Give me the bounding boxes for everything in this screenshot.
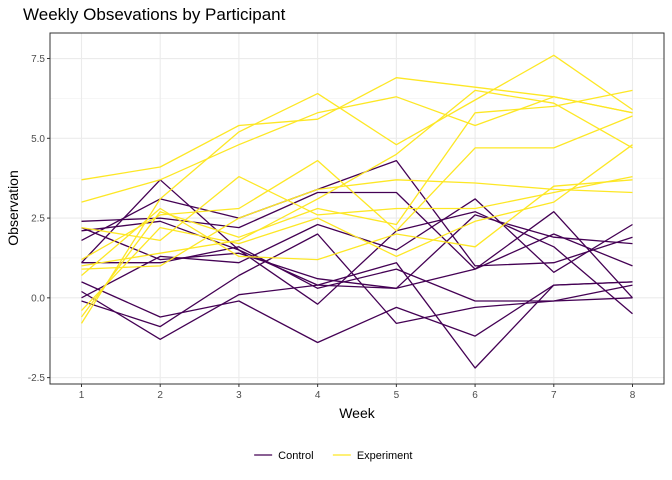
x-tick-label: 6 xyxy=(472,390,478,401)
y-tick-label: 7.5 xyxy=(31,54,45,65)
y-tick-label: -2.5 xyxy=(28,373,46,384)
series-line-control xyxy=(81,262,633,369)
series-line-control xyxy=(81,281,633,344)
chart-title: Weekly Obsevations by Participant xyxy=(23,5,286,24)
series-line-experiment xyxy=(81,144,633,312)
y-axis-title: Observation xyxy=(5,170,21,245)
y-tick-label: 0.0 xyxy=(31,293,45,304)
legend-label-experiment: Experiment xyxy=(357,450,413,462)
x-tick-label: 8 xyxy=(630,390,636,401)
x-tick-label: 5 xyxy=(394,390,400,401)
series-line-experiment xyxy=(81,89,633,267)
series-line-experiment xyxy=(81,77,633,181)
plot-border xyxy=(49,32,665,385)
y-tick-label: 2.5 xyxy=(31,214,45,225)
series-line-control xyxy=(81,220,633,289)
x-tick-label: 1 xyxy=(79,390,85,401)
x-tick-label: 2 xyxy=(157,390,163,401)
x-axis-title: Week xyxy=(339,405,376,421)
x-tick-label: 4 xyxy=(315,390,321,401)
series-line-control xyxy=(81,179,633,315)
series-line-experiment xyxy=(81,179,633,270)
series-line-experiment xyxy=(81,115,633,261)
series-line-control xyxy=(81,191,633,299)
x-tick-label: 7 xyxy=(551,390,557,401)
series-line-experiment xyxy=(80,89,633,318)
series-line-control xyxy=(81,159,633,267)
series-line-control xyxy=(81,246,633,302)
series-line-experiment xyxy=(80,54,633,324)
legend-label-control: Control xyxy=(278,450,313,462)
x-tick-label: 3 xyxy=(236,390,242,401)
y-tick-label: 5.0 xyxy=(31,134,45,145)
